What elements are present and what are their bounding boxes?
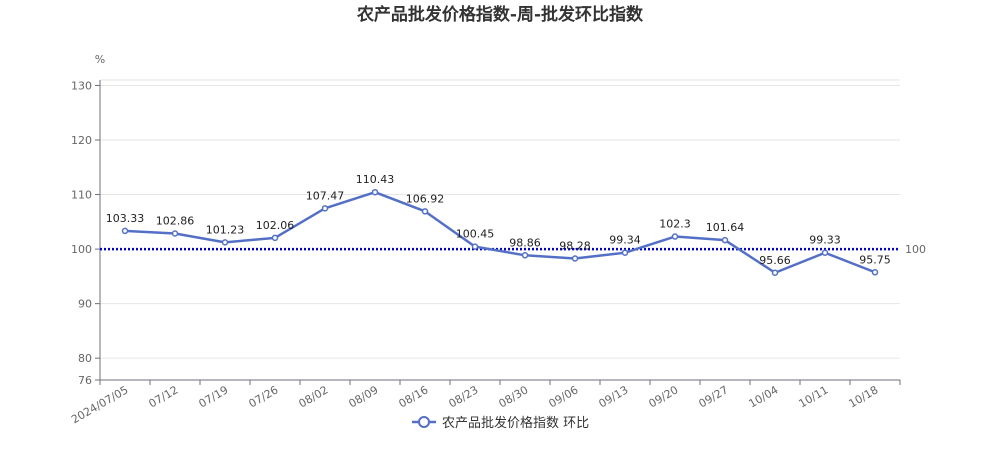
x-tick-label: 07/19 (197, 383, 231, 410)
y-tick-label: 110 (71, 189, 92, 202)
data-point (321, 205, 329, 212)
x-tick-label: 07/26 (247, 383, 281, 410)
y-tick-label: 90 (78, 298, 92, 311)
data-point (521, 252, 529, 259)
x-tick-label: 09/27 (697, 383, 731, 410)
data-label: 106.92 (406, 192, 445, 205)
data-label: 101.23 (206, 223, 245, 236)
x-tick-label: 08/30 (497, 383, 531, 410)
data-label: 102.3 (659, 218, 691, 231)
series-line (124, 190, 876, 275)
x-tick-label: 07/12 (147, 383, 181, 410)
data-label: 107.47 (306, 189, 345, 202)
data-point (221, 239, 229, 246)
y-tick-label: 120 (71, 134, 92, 147)
x-tick-label: 09/13 (597, 383, 631, 410)
data-label: 98.28 (559, 239, 591, 252)
data-label: 95.66 (759, 254, 791, 267)
data-point (121, 227, 129, 235)
chart-title: 农产品批发价格指数-周-批发环比指数 (356, 4, 644, 25)
series-group (121, 188, 879, 277)
data-label: 103.33 (106, 212, 145, 225)
legend[interactable]: 农产品批发价格指数 环比 (412, 415, 589, 431)
x-tick-label: 10/18 (847, 383, 881, 410)
x-tick-label: 08/16 (397, 383, 431, 410)
data-point (771, 269, 779, 277)
data-label: 98.86 (509, 236, 541, 249)
x-tick-label: 09/06 (547, 383, 581, 410)
data-label: 101.64 (706, 221, 745, 234)
data-point (371, 188, 379, 196)
x-tick-label: 08/23 (447, 383, 481, 410)
x-tick-label: 08/02 (297, 383, 331, 410)
x-tick-label: 10/11 (797, 383, 831, 410)
data-point (721, 236, 729, 244)
data-labels: 103.33 102.86 101.23 102.06 107.47 110.43 106.… (106, 173, 891, 267)
data-point (471, 243, 479, 250)
data-point (871, 269, 879, 276)
data-point (621, 249, 629, 256)
data-point (271, 234, 279, 242)
data-label: 102.86 (156, 214, 195, 227)
data-label: 99.34 (609, 234, 641, 247)
data-label: 99.33 (809, 234, 841, 247)
y-tick-label: 100 (71, 243, 92, 256)
y-axis-ticks: 76 80 90 100 110 120 130 (71, 79, 100, 387)
x-tick-label: 09/20 (647, 383, 681, 410)
y-axis-unit: % (95, 53, 105, 66)
data-point (421, 208, 429, 215)
data-label: 100.45 (456, 228, 495, 241)
data-point (821, 249, 829, 256)
reference-line-label: 100 (905, 243, 926, 256)
data-label: 102.06 (256, 219, 295, 232)
data-point (171, 230, 179, 237)
grid-lines (100, 79, 900, 359)
data-label: 110.43 (356, 173, 395, 186)
x-tick-label: 10/04 (747, 383, 781, 410)
y-tick-label: 130 (71, 79, 92, 92)
legend-label: 农产品批发价格指数 环比 (442, 415, 589, 431)
y-tick-label: 76 (78, 374, 92, 387)
legend-marker (418, 416, 430, 428)
x-tick-label: 08/09 (347, 383, 381, 410)
data-point (571, 255, 579, 262)
data-label: 95.75 (859, 253, 891, 266)
data-point (671, 233, 679, 240)
y-tick-label: 80 (78, 352, 92, 365)
reference-line-group: 100 (100, 243, 926, 256)
x-tick-label: 2024/07/05 (69, 383, 130, 426)
